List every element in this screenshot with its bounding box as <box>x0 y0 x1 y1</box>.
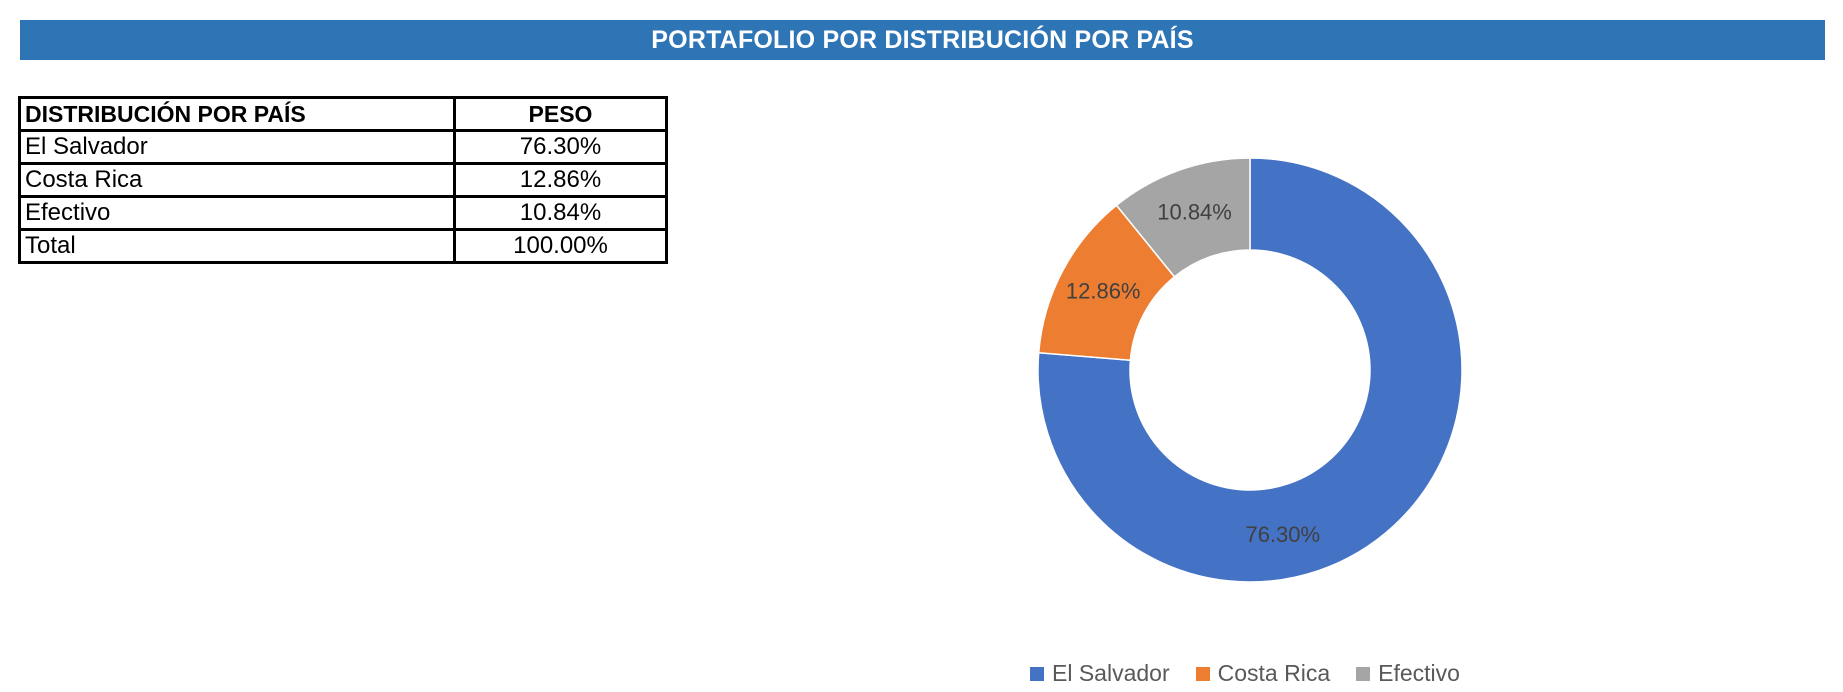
header-distribucion: DISTRIBUCIÓN POR PAÍS <box>18 96 456 132</box>
legend-swatch-el-salvador <box>1030 666 1044 681</box>
row-peso: 100.00% <box>453 228 668 264</box>
table-row: Total 100.00% <box>18 228 668 264</box>
header-peso: PESO <box>453 96 668 132</box>
legend-label: Costa Rica <box>1217 660 1331 686</box>
table-header-row: DISTRIBUCIÓN POR PAÍS PESO <box>18 96 668 132</box>
slice-el-salvador <box>1037 157 1463 583</box>
legend-swatch-costa-rica <box>1195 666 1210 681</box>
legend-item: Costa Rica <box>1195 660 1331 687</box>
row-peso: 12.86% <box>453 162 668 198</box>
legend-label: Efectivo <box>1378 660 1460 686</box>
row-name: Efectivo <box>18 195 456 231</box>
distribution-table: DISTRIBUCIÓN POR PAÍS PESO El Salvador 7… <box>18 96 668 264</box>
row-name: Total <box>18 228 456 264</box>
chart-legend: El Salvador Costa Rica Efectivo <box>1030 660 1460 687</box>
data-label-el-salvador: 76.30% <box>1245 522 1320 547</box>
legend-item: Efectivo <box>1356 660 1460 687</box>
legend-label: El Salvador <box>1052 660 1170 686</box>
table-row: Efectivo 10.84% <box>18 195 668 231</box>
donut-chart: 76.30% 12.86% 10.84% <box>1037 157 1463 583</box>
table-row: Costa Rica 12.86% <box>18 162 668 198</box>
row-name: Costa Rica <box>18 162 456 198</box>
slice-efectivo <box>1115 157 1251 278</box>
row-peso: 10.84% <box>453 195 668 231</box>
table-row: El Salvador 76.30% <box>18 129 668 165</box>
page-title: PORTAFOLIO POR DISTRIBUCIÓN POR PAÍS <box>20 20 1825 60</box>
legend-swatch-efectivo <box>1356 666 1371 681</box>
row-peso: 76.30% <box>453 129 668 165</box>
legend-item: El Salvador <box>1030 660 1170 687</box>
data-label-efectivo: 10.84% <box>1157 199 1232 224</box>
data-label-costa-rica: 12.86% <box>1066 278 1141 303</box>
row-name: El Salvador <box>18 129 456 165</box>
